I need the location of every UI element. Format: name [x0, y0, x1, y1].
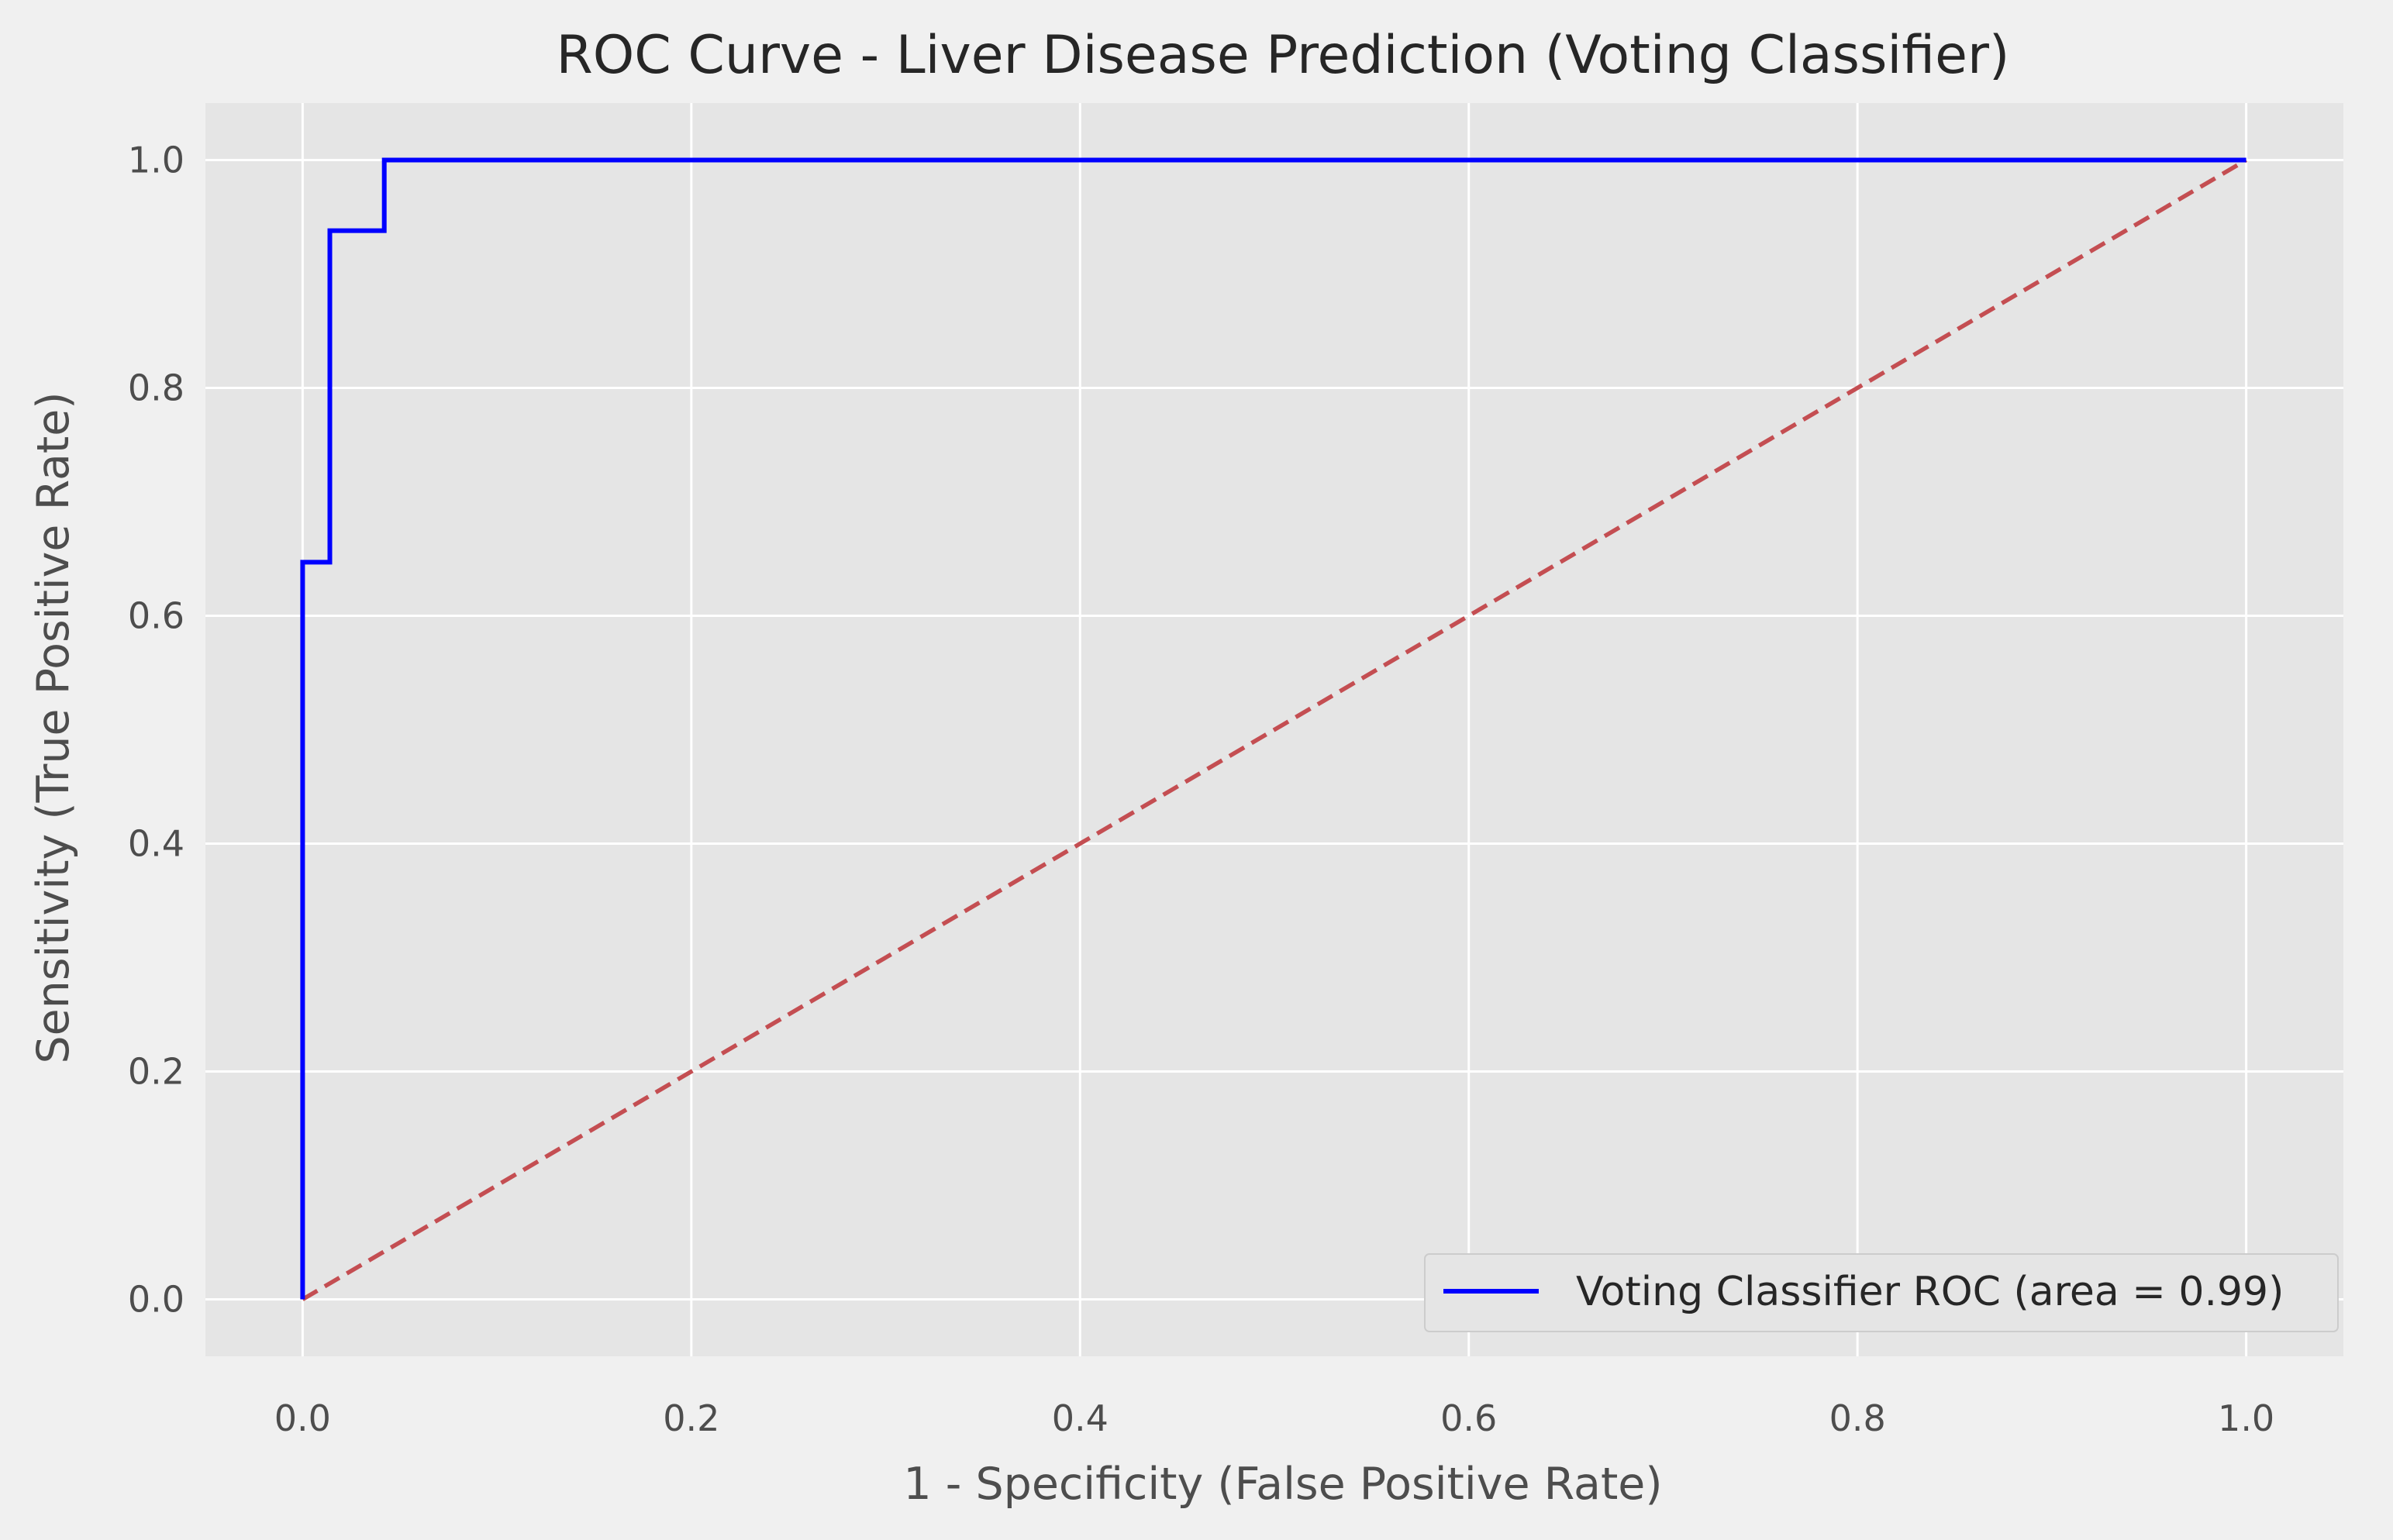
- chart-title: ROC Curve - Liver Disease Prediction (Vo…: [557, 25, 2010, 86]
- x-axis-label: 1 - Specificity (False Positive Rate): [903, 1459, 1662, 1510]
- x-tick-label: 0.2: [663, 1397, 719, 1439]
- legend-box: [1424, 1253, 2339, 1332]
- x-tick-label: 0.0: [274, 1397, 331, 1439]
- y-tick-label: 0.0: [128, 1279, 184, 1321]
- y-tick-label: 0.6: [128, 595, 184, 637]
- series-group: [300, 157, 2247, 1301]
- series-line-reference-diagonal: [302, 158, 2247, 1301]
- series-line-voting-classifier: [300, 157, 2246, 1300]
- y-tick-label: 1.0: [128, 140, 184, 181]
- legend-entry-voting-classifier: Voting Classifier ROC (area = 0.99): [1576, 1269, 2284, 1315]
- x-tick-label: 0.8: [1829, 1397, 1886, 1439]
- y-tick-label: 0.2: [128, 1051, 184, 1093]
- x-tick-label: 1.0: [2218, 1397, 2274, 1439]
- y-axis-label: Sensitivity (True Positive Rate): [28, 391, 79, 1063]
- legend: Voting Classifier ROC (area = 0.99): [1424, 1253, 2339, 1332]
- x-tick-label: 0.4: [1052, 1397, 1109, 1439]
- y-tick-label: 0.4: [128, 823, 184, 865]
- y-tick-label: 0.8: [128, 367, 184, 409]
- tick-labels: 0.0 0.2 0.4 0.6 0.8 1.0 0.0 0.2 0.4 0.6 0.8 1.0: [128, 140, 2274, 1440]
- x-tick-label: 0.6: [1440, 1397, 1497, 1439]
